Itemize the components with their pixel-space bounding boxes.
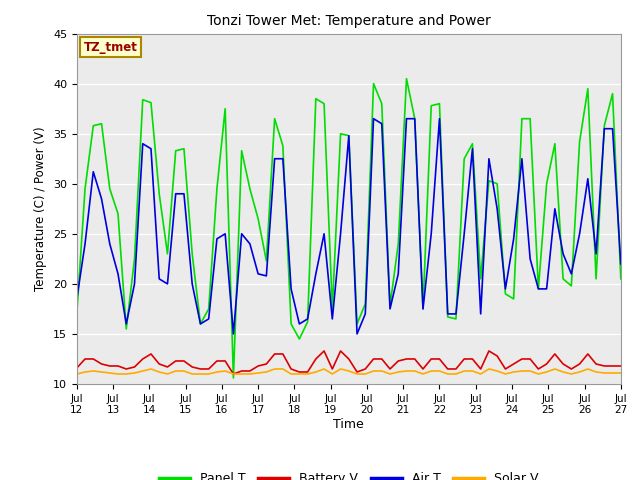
Air T: [617, 261, 625, 267]
Line: Panel T: Panel T: [77, 79, 621, 378]
Panel T: [502, 291, 509, 297]
Air T: [502, 286, 509, 292]
Battery V: [139, 356, 147, 362]
Battery V: [114, 363, 122, 369]
Battery V: [320, 348, 328, 354]
X-axis label: Time: Time: [333, 418, 364, 431]
Air T: [584, 176, 591, 181]
Y-axis label: Temperature (C) / Power (V): Temperature (C) / Power (V): [35, 127, 47, 291]
Battery V: [337, 348, 344, 354]
Air T: [304, 316, 312, 322]
Panel T: [139, 97, 147, 103]
Solar V: [328, 371, 336, 377]
Panel T: [403, 76, 410, 82]
Panel T: [230, 375, 237, 381]
Solar V: [73, 371, 81, 377]
Solar V: [617, 370, 625, 376]
Solar V: [164, 371, 172, 377]
Air T: [328, 316, 336, 322]
Battery V: [304, 369, 312, 375]
Panel T: [304, 319, 312, 325]
Battery V: [617, 363, 625, 369]
Line: Solar V: Solar V: [77, 369, 621, 374]
Air T: [139, 141, 147, 146]
Panel T: [584, 86, 591, 92]
Battery V: [73, 365, 81, 371]
Solar V: [584, 366, 591, 372]
Air T: [114, 271, 122, 277]
Panel T: [114, 211, 122, 216]
Line: Battery V: Battery V: [77, 351, 621, 374]
Legend: Panel T, Battery V, Air T, Solar V: Panel T, Battery V, Air T, Solar V: [154, 468, 544, 480]
Solar V: [139, 368, 147, 374]
Air T: [230, 331, 237, 337]
Battery V: [230, 371, 237, 377]
Solar V: [493, 368, 501, 374]
Solar V: [304, 371, 312, 377]
Text: TZ_tmet: TZ_tmet: [84, 40, 138, 54]
Title: Tonzi Tower Met: Temperature and Power: Tonzi Tower Met: Temperature and Power: [207, 14, 491, 28]
Panel T: [617, 276, 625, 282]
Battery V: [584, 351, 591, 357]
Air T: [370, 116, 378, 121]
Panel T: [328, 306, 336, 312]
Line: Air T: Air T: [77, 119, 621, 334]
Air T: [73, 296, 81, 302]
Solar V: [147, 366, 155, 372]
Battery V: [502, 366, 509, 372]
Panel T: [73, 311, 81, 317]
